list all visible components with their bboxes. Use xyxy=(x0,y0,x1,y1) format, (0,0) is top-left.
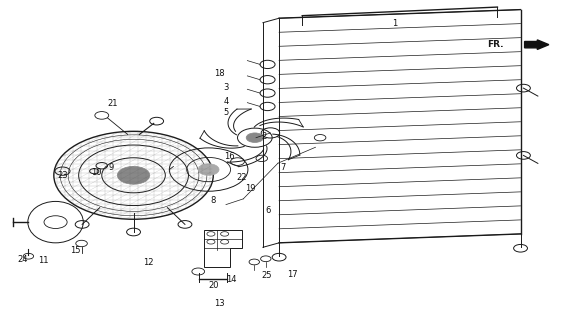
Text: 6: 6 xyxy=(265,206,271,215)
Text: 12: 12 xyxy=(143,258,153,267)
Text: 14: 14 xyxy=(226,275,237,284)
Text: 1: 1 xyxy=(392,19,397,28)
FancyArrow shape xyxy=(525,40,549,50)
Text: 10: 10 xyxy=(91,168,101,177)
Text: FR.: FR. xyxy=(487,40,503,49)
Text: 16: 16 xyxy=(224,152,234,161)
Text: 25: 25 xyxy=(261,271,272,280)
Text: 13: 13 xyxy=(214,299,224,308)
Text: 9: 9 xyxy=(109,163,114,172)
Circle shape xyxy=(118,166,150,184)
Text: 21: 21 xyxy=(107,99,118,108)
Text: 8: 8 xyxy=(211,196,216,205)
Text: 22: 22 xyxy=(237,173,247,182)
Text: 24: 24 xyxy=(17,255,28,264)
Text: 15: 15 xyxy=(71,246,81,255)
Text: 4: 4 xyxy=(223,97,229,106)
Text: 23: 23 xyxy=(57,171,68,180)
Text: 3: 3 xyxy=(223,83,229,92)
Circle shape xyxy=(198,164,219,175)
Text: 2: 2 xyxy=(262,132,267,140)
Text: 18: 18 xyxy=(214,69,224,78)
Circle shape xyxy=(246,133,263,142)
Text: 7: 7 xyxy=(280,163,285,172)
Text: 19: 19 xyxy=(245,184,255,193)
Text: 11: 11 xyxy=(38,256,48,265)
Text: 17: 17 xyxy=(287,270,298,279)
Text: 5: 5 xyxy=(223,108,229,117)
Text: 20: 20 xyxy=(208,281,218,290)
